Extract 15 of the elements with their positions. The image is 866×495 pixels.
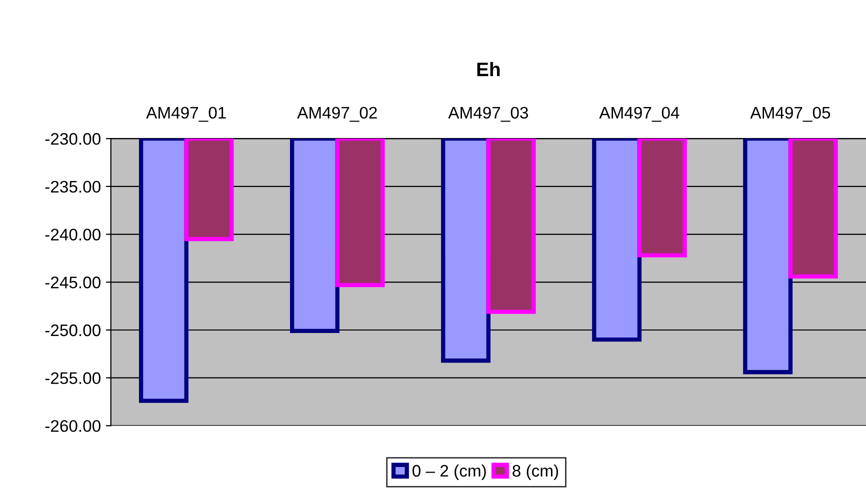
y-tick-label: -240.00 xyxy=(45,228,100,241)
x-tick-label: AM497_04 xyxy=(599,106,680,122)
y-tick-label: -245.00 xyxy=(45,276,100,288)
chart-title: Eh xyxy=(477,62,500,76)
x-tick-label: AM497_05 xyxy=(750,106,830,122)
x-tick-label: AM497_03 xyxy=(448,106,528,122)
legend-label: 0 – 2 (cm) xyxy=(412,464,486,480)
y-tick-label: -260.00 xyxy=(45,420,100,432)
y-tick-label: -230.00 xyxy=(45,133,100,145)
y-tick-label: -250.00 xyxy=(45,324,100,336)
y-tick-label: -235.00 xyxy=(45,180,100,193)
legend-label: 8 (cm) xyxy=(512,464,558,480)
y-tick-label: -255.00 xyxy=(45,372,100,384)
x-tick-label: AM497_02 xyxy=(297,106,377,122)
x-tick-label: AM497_01 xyxy=(146,106,226,122)
